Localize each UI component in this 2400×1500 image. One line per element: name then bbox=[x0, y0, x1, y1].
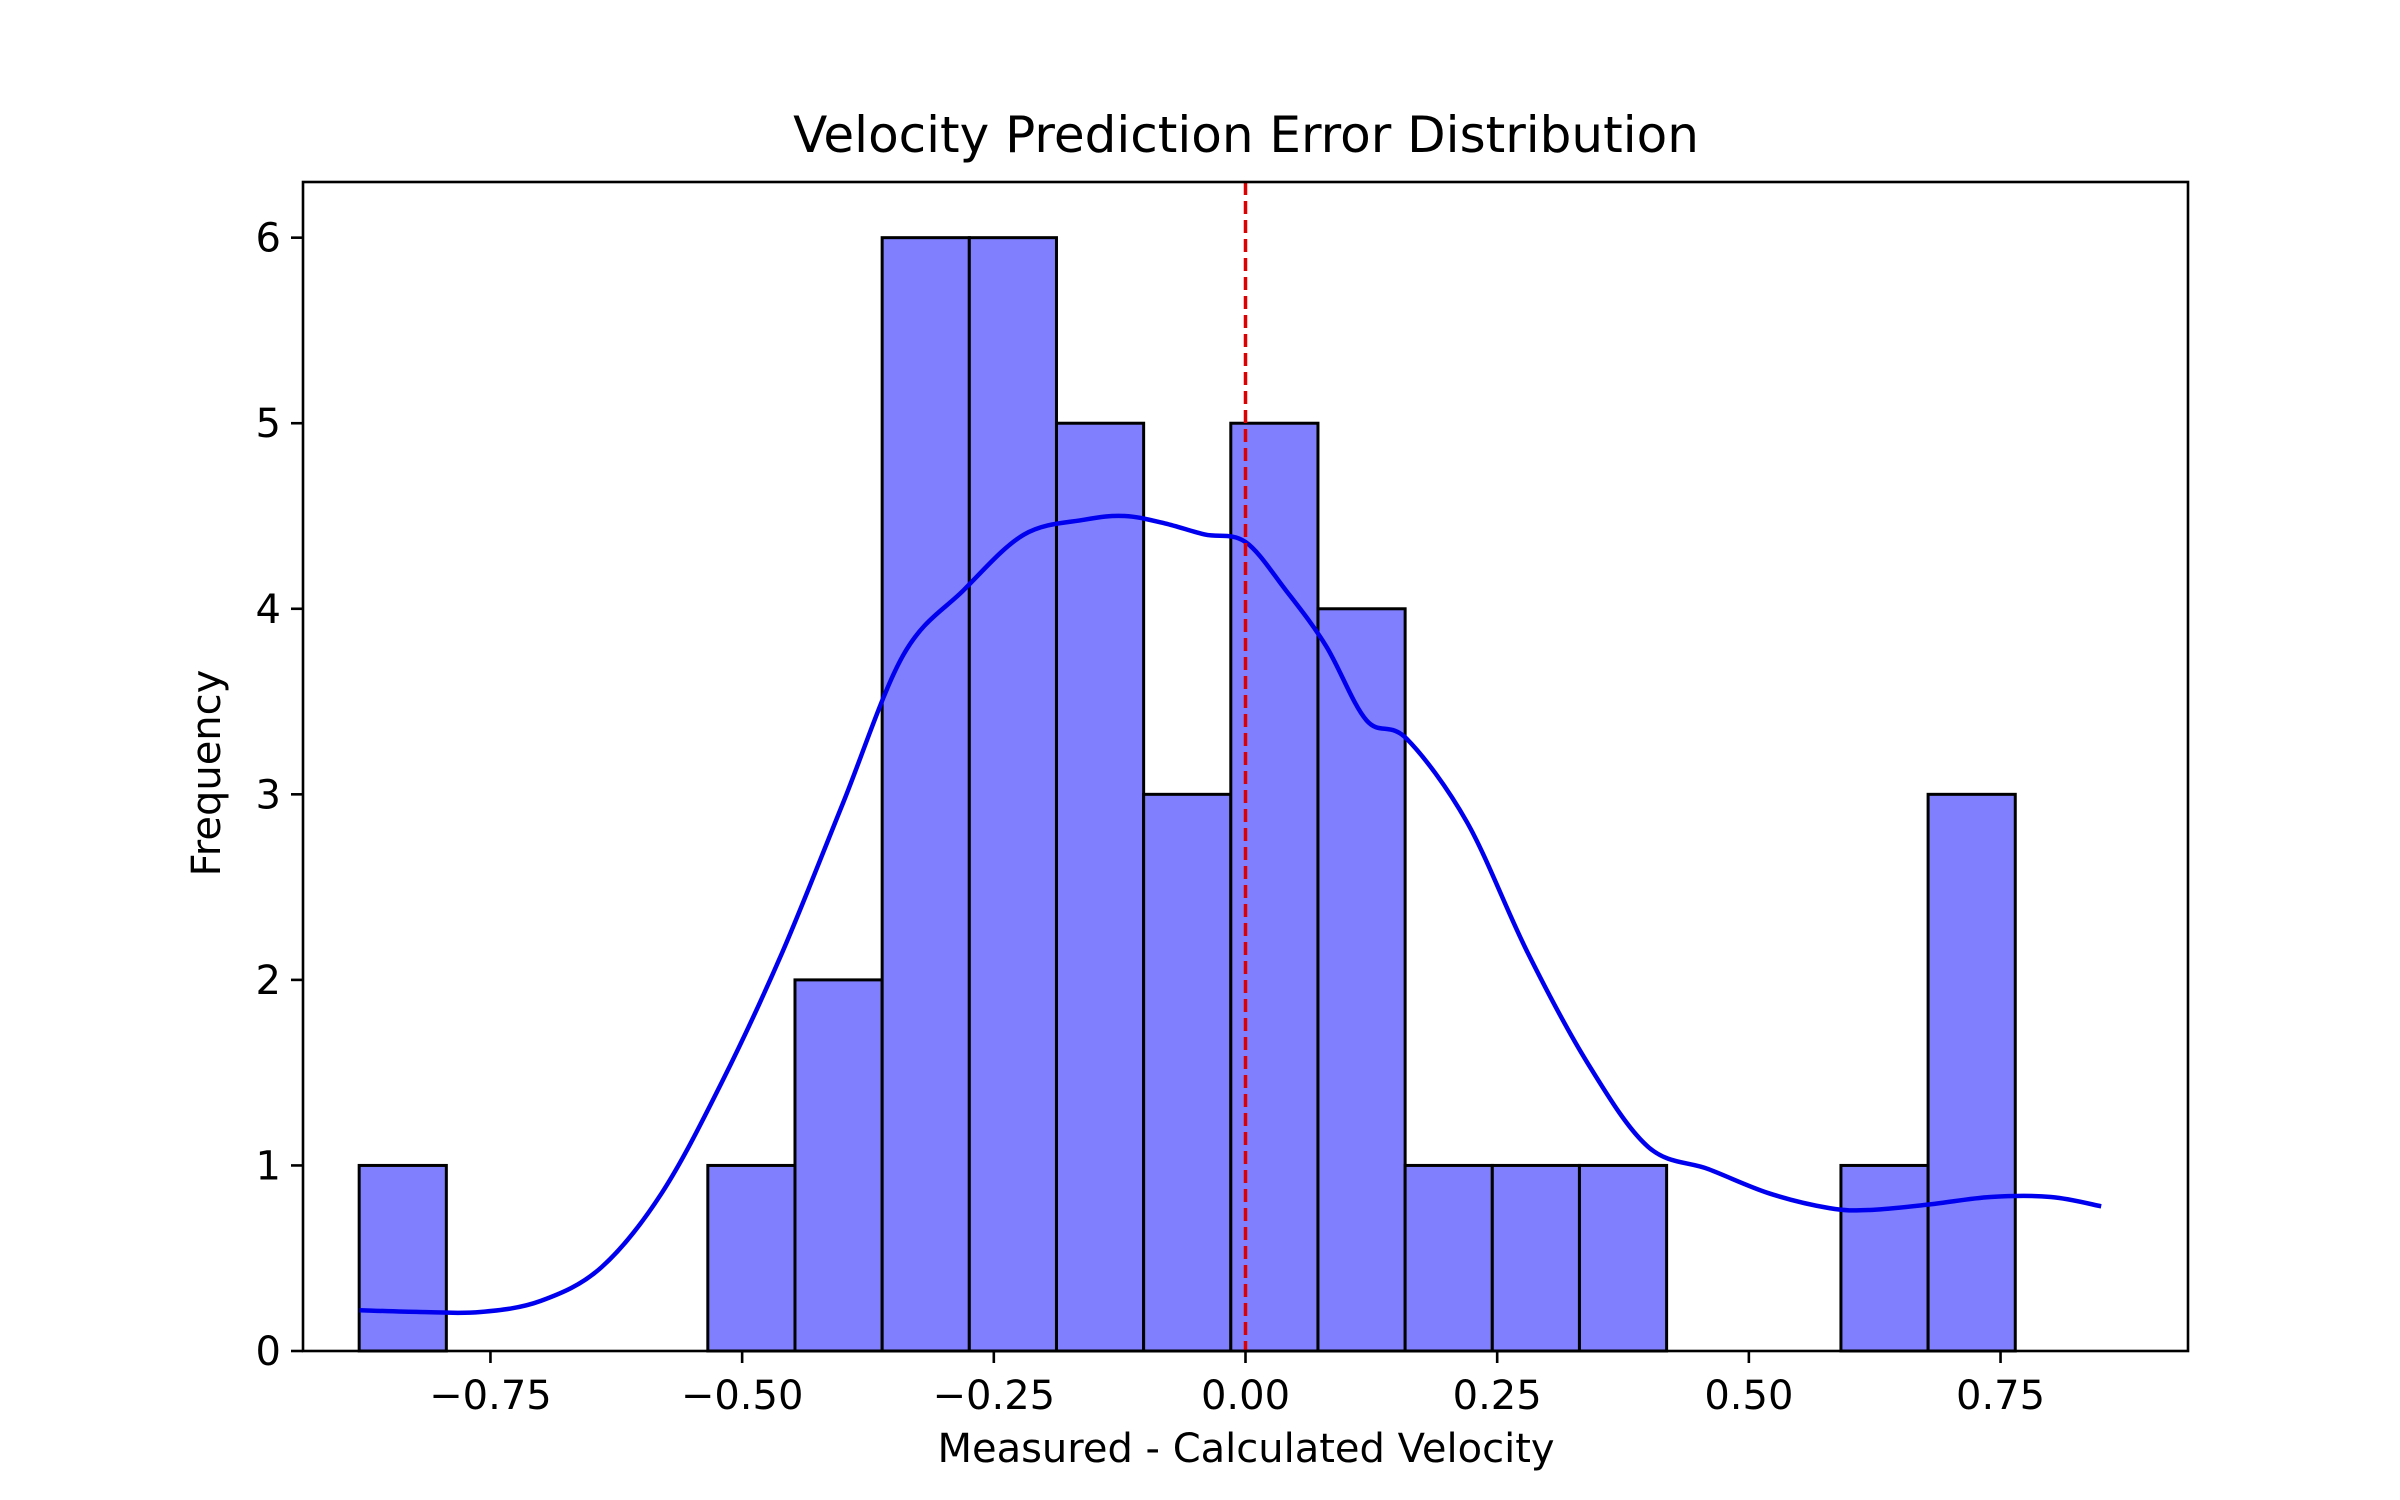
x-tick-label: 0.25 bbox=[1453, 1373, 1542, 1419]
histogram-bar bbox=[1839, 1163, 1930, 1353]
y-axis-ticks: 0 1 2 3 4 5 6 bbox=[256, 216, 303, 1375]
y-tick-label: 6 bbox=[256, 216, 281, 262]
kde-curve-group bbox=[359, 513, 2102, 1316]
x-tick-label: 0.75 bbox=[1956, 1373, 2045, 1419]
histogram-bar bbox=[1926, 792, 2017, 1353]
x-tick-label: 0.00 bbox=[1201, 1373, 1290, 1419]
x-axis-ticks: −0.75 −0.50 −0.25 0.00 0.25 0.50 0.75 bbox=[429, 1351, 2045, 1419]
x-tick-label: 0.50 bbox=[1704, 1373, 1793, 1419]
histogram-bar bbox=[880, 236, 971, 1353]
x-axis-label: Measured - Calculated Velocity bbox=[937, 1426, 1554, 1472]
histogram-bar bbox=[1490, 1163, 1581, 1353]
histogram-bar bbox=[1403, 1163, 1494, 1353]
plot-area-frame bbox=[301, 180, 2190, 1353]
x-tick-label: −0.25 bbox=[933, 1373, 1056, 1419]
histogram-bar bbox=[357, 1163, 448, 1353]
y-tick-label: 2 bbox=[256, 958, 281, 1004]
y-tick-label: 0 bbox=[256, 1329, 281, 1375]
histogram-bar bbox=[1316, 607, 1407, 1353]
histogram-bar bbox=[1577, 1163, 1669, 1353]
kde-curve bbox=[359, 513, 2102, 1316]
histogram-bar bbox=[967, 236, 1058, 1353]
histogram-bar bbox=[793, 978, 884, 1353]
x-tick-label: −0.50 bbox=[681, 1373, 804, 1419]
x-tick-label: −0.75 bbox=[429, 1373, 552, 1419]
histogram-bar bbox=[1142, 792, 1233, 1353]
y-tick-label: 4 bbox=[256, 587, 281, 633]
histogram-bar bbox=[706, 1163, 797, 1353]
y-axis-label: Frequency bbox=[184, 670, 230, 877]
y-tick-label: 5 bbox=[256, 401, 281, 447]
chart-title: Velocity Prediction Error Distribution bbox=[793, 106, 1699, 164]
histogram-bars bbox=[357, 236, 2017, 1353]
y-tick-label: 3 bbox=[256, 772, 281, 818]
histogram-bar bbox=[1054, 421, 1146, 1353]
y-tick-label: 1 bbox=[256, 1143, 281, 1189]
